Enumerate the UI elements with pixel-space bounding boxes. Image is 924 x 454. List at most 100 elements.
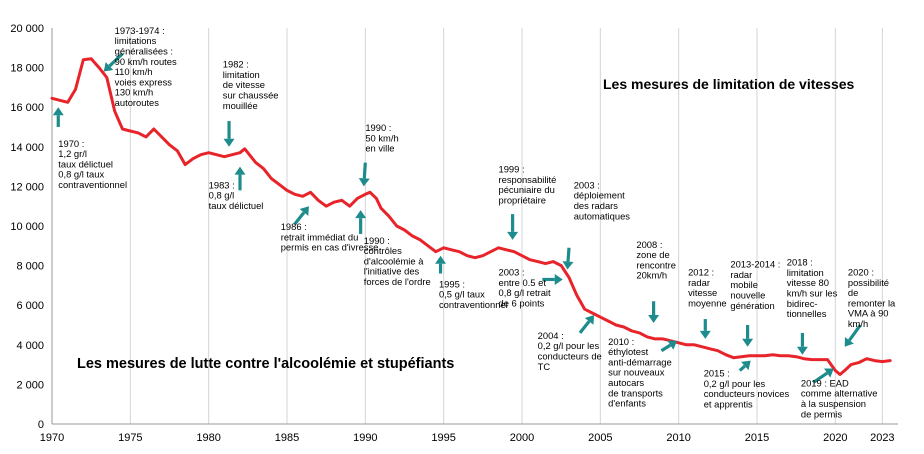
annotation-line: nouvelle — [730, 289, 765, 300]
x-tick-label: 1995 — [431, 432, 455, 444]
annotation-line: 1,2 gr/l — [58, 148, 87, 159]
speed-measures-heading: Les mesures de limitation de vitesses — [603, 76, 855, 92]
annotation-line: radar — [688, 277, 710, 288]
annotation-line: vitesse — [688, 287, 717, 298]
annotation-line: d'enfants — [608, 398, 646, 409]
annotation-line: 0,2 g/l pour les — [704, 378, 766, 389]
series-line — [50, 57, 892, 376]
annotation-line: VMA à 90 — [848, 308, 889, 319]
annotation-line: permis en cas d'ivresse — [281, 242, 379, 253]
annotation-line: taux délictuel — [58, 158, 113, 169]
vertical-grid — [51, 28, 883, 424]
annotation-line: 2015 : — [704, 367, 730, 378]
annotation-line: anti-démarrage — [608, 356, 672, 367]
y-tick-label: 10 000 — [10, 221, 44, 233]
fatalities-line — [50, 57, 892, 376]
x-tick-label: 2023 — [870, 432, 894, 444]
annotation-line: génération — [730, 300, 774, 311]
annotation-arrow — [234, 166, 246, 191]
annotation-line: propriétaire — [499, 194, 546, 205]
x-tick-label: 1975 — [118, 432, 142, 444]
annotation-line: 2004 : — [538, 330, 564, 341]
x-tick-label: 2000 — [510, 432, 534, 444]
annotation-line: 1970 : — [58, 138, 84, 149]
y-tick-label: 14 000 — [10, 142, 44, 154]
annotation-line: conducteurs novices — [704, 388, 790, 399]
x-tick-label: 2005 — [588, 432, 612, 444]
annotation-arrow — [578, 315, 595, 334]
y-tick-label: 16 000 — [10, 102, 44, 114]
annotation-arrow — [796, 332, 808, 355]
annotation-line: 90 km/h routes — [115, 56, 177, 67]
annotation-arrow — [355, 210, 367, 234]
annotation-arrow — [293, 206, 309, 226]
annotation-arrow — [223, 121, 235, 147]
annotation-arrow — [52, 107, 64, 127]
x-tick-label: 2020 — [823, 432, 847, 444]
annotation-arrow — [358, 162, 370, 187]
annotation-line: de 6 points — [499, 297, 545, 308]
annotation-line: remonter la — [848, 297, 896, 308]
annotation-line: 2018 : — [787, 257, 813, 268]
annotation-line: automatiques — [574, 210, 631, 221]
annotation-line: moyenne — [688, 297, 727, 308]
annotation-line: voies express — [115, 76, 173, 87]
annotation-line: 1973-1974 : — [115, 25, 165, 36]
annotation-line: limitation — [223, 69, 260, 80]
annotation-line: 0,5 g/l taux — [439, 289, 485, 300]
annotation-arrow — [660, 340, 678, 353]
annotation-line: contrôles — [364, 245, 402, 256]
y-tick-label: 8 000 — [16, 261, 44, 273]
annotation-line: 2003 : — [574, 179, 600, 190]
annotation-line: 0,8 g/l retrait — [499, 287, 552, 298]
annotation-line: 1983 : — [209, 179, 235, 190]
x-tick-label: 1985 — [275, 432, 299, 444]
annotation-line: vitesse 80 — [787, 277, 829, 288]
annotation-line: 0,8 g/l taux — [58, 169, 104, 180]
annotation-line: 2008 : — [636, 239, 662, 250]
annotation-line: 2019 : EAD — [801, 377, 849, 388]
annotation-line: limitations — [115, 35, 157, 46]
annotation-line: forces de l'ordre — [364, 276, 431, 287]
annotation-line: l'initiative des — [364, 266, 420, 277]
x-tick-label: 1970 — [40, 432, 64, 444]
annotation-line: comme alternative — [801, 388, 878, 399]
y-tick-label: 18 000 — [10, 63, 44, 75]
annotation-arrow — [742, 325, 754, 347]
annotation-arrow — [542, 273, 563, 285]
annotation-line: km/h sur les — [787, 288, 838, 299]
annotation-arrow — [562, 247, 574, 270]
annotation-line: 1982 : — [223, 59, 249, 70]
annotation-line: 20km/h — [636, 270, 667, 281]
annotation-line: 1986 : — [281, 221, 307, 232]
annotation-line: contraventionnel — [439, 299, 508, 310]
annotation-line: 1990 : — [364, 235, 390, 246]
annotation-line: d'alcoolémie à — [364, 255, 424, 266]
annotation-line: 1999 : — [499, 164, 525, 175]
x-tick-labels: 1970 1975 1980 1985 1990 1995 2000 2005 2010 2015… — [40, 432, 895, 444]
annotation-line: des radars — [574, 200, 619, 211]
annotation-line: sur nouveaux — [608, 367, 665, 378]
y-tick-label: 6 000 — [16, 300, 44, 312]
annotation-line: km/h — [848, 318, 868, 329]
annotation-arrow — [844, 324, 862, 347]
annotation-line: 2010 : — [608, 336, 634, 347]
annotation-line: 130 km/h — [115, 87, 154, 98]
annotation-line: bidirec- — [787, 298, 818, 309]
annotation-arrows — [52, 52, 862, 384]
y-tick-label: 20 000 — [10, 23, 44, 35]
annotation-line: pécuniaire du — [499, 184, 555, 195]
y-tick-label: 0 — [38, 419, 44, 431]
annotation-line: zone de — [636, 249, 669, 260]
annotation-line: rencontre — [636, 259, 676, 270]
